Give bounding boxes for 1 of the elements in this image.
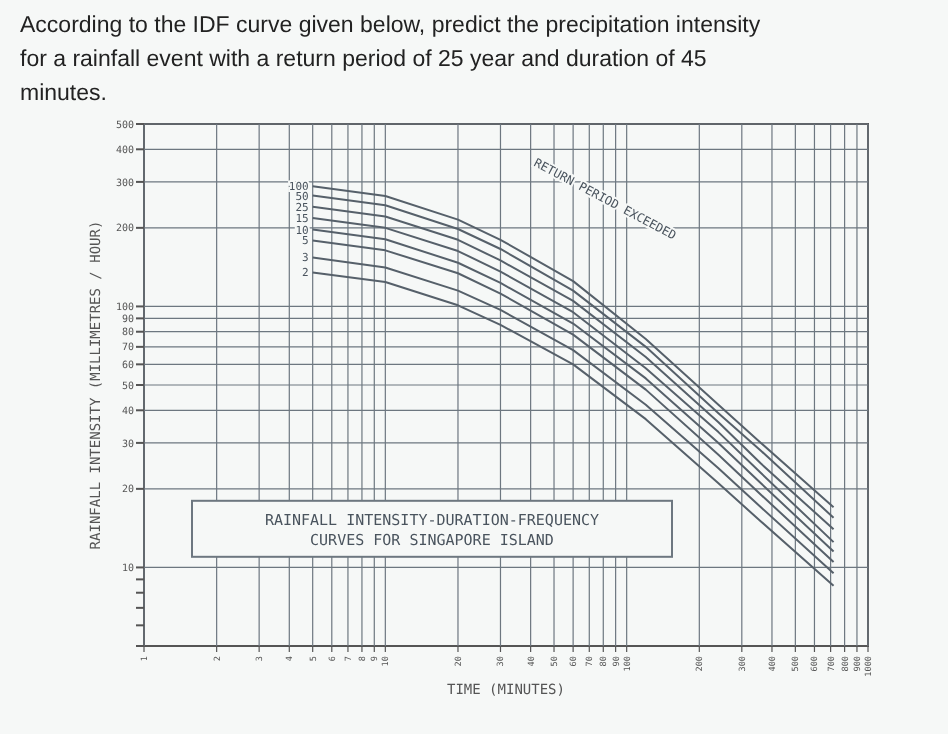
chart-title: According to the IDF curve given below, predict the precipitation intensity for a rainfall event with a return period of 25 year and duration of 45 minutes. [20,14,761,106]
